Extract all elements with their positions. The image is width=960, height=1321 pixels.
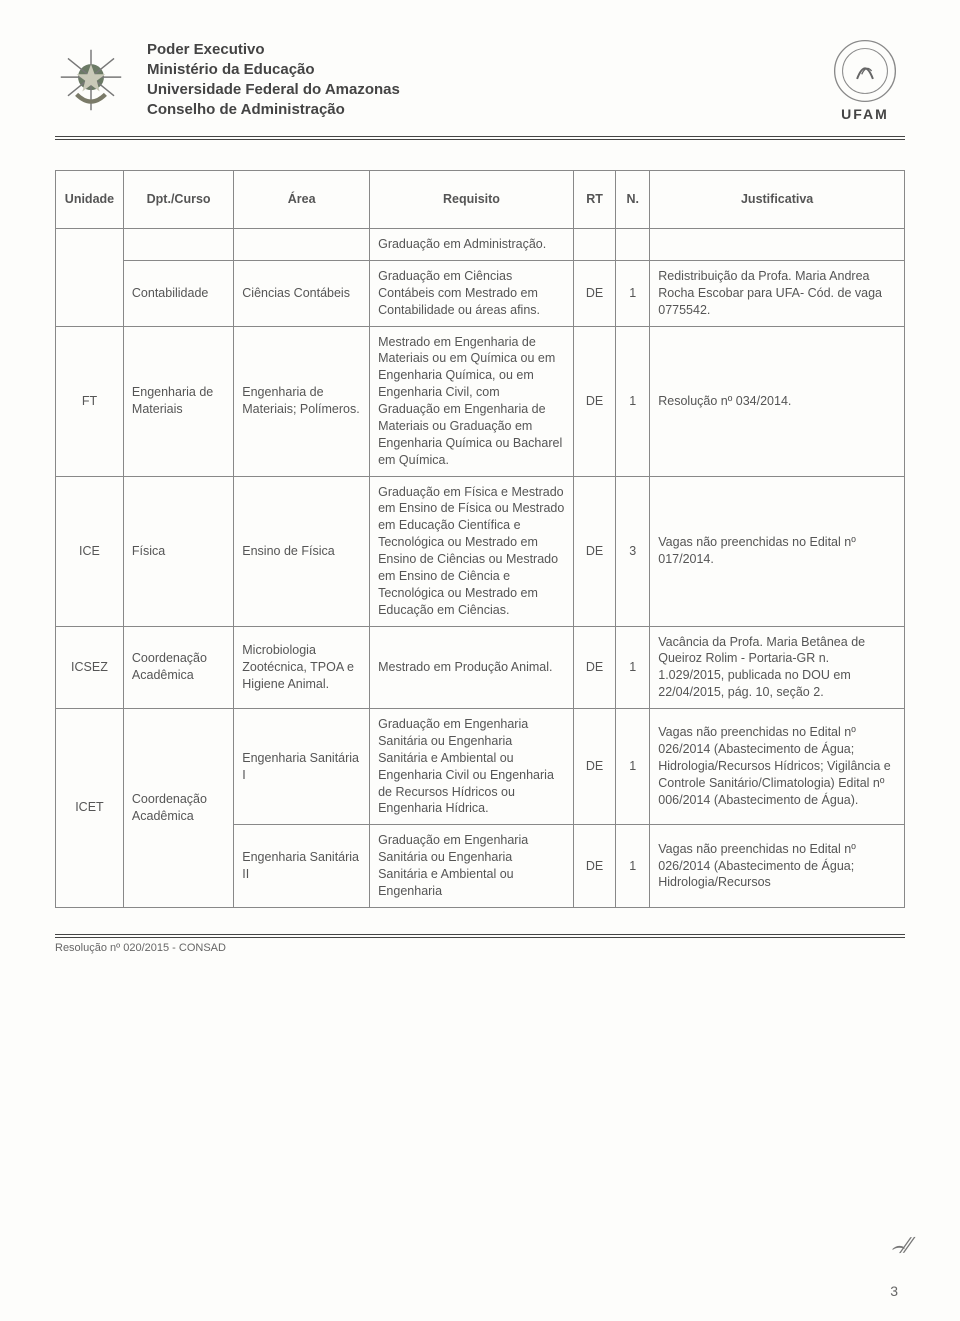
cell-rt: DE xyxy=(573,626,615,709)
ufam-logo-icon xyxy=(832,38,898,104)
table-row: FT Engenharia de Materiais Engenharia de… xyxy=(56,326,905,476)
signature-mark: ⌢⁄⁄ xyxy=(889,1232,913,1259)
cell-dpt: Engenharia de Materiais xyxy=(123,326,233,476)
col-just: Justificativa xyxy=(650,171,905,229)
cell-rt: DE xyxy=(573,326,615,476)
cell-unidade: ICSEZ xyxy=(56,626,124,709)
cell-rt: DE xyxy=(573,260,615,326)
table-row: ICET Coordenação Acadêmica Engenharia Sa… xyxy=(56,709,905,825)
cell-area: Ciências Contábeis xyxy=(234,260,370,326)
cell-req: Graduação em Engenharia Sanitária ou Eng… xyxy=(370,709,574,825)
cell-just: Vagas não preenchidas no Edital nº 026/2… xyxy=(650,709,905,825)
header-line-1: Poder Executivo xyxy=(147,40,805,60)
cell-rt: DE xyxy=(573,709,615,825)
cell-area: Engenharia de Materiais; Polímeros. xyxy=(234,326,370,476)
cell-dpt: Coordenação Acadêmica xyxy=(123,626,233,709)
cell-unidade: ICET xyxy=(56,709,124,908)
data-table: Unidade Dpt./Curso Área Requisito RT N. … xyxy=(55,170,905,908)
cell-req: Graduação em Física e Mestrado em Ensino… xyxy=(370,476,574,626)
cell-unidade: ICE xyxy=(56,476,124,626)
cell-n: 1 xyxy=(616,709,650,825)
cell-dpt: Coordenação Acadêmica xyxy=(123,709,233,908)
table-row: Contabilidade Ciências Contábeis Graduaç… xyxy=(56,260,905,326)
header-line-2: Ministério da Educação xyxy=(147,60,805,80)
cell-n xyxy=(616,229,650,261)
cell-just: Redistribuição da Profa. Maria Andrea Ro… xyxy=(650,260,905,326)
cell-n: 1 xyxy=(616,626,650,709)
header-line-3: Universidade Federal do Amazonas xyxy=(147,80,805,100)
page-header: Poder Executivo Ministério da Educação U… xyxy=(55,38,905,132)
col-req: Requisito xyxy=(370,171,574,229)
table-row: Graduação em Administração. xyxy=(56,229,905,261)
cell-just: Resolução nº 034/2014. xyxy=(650,326,905,476)
cell-req: Graduação em Administração. xyxy=(370,229,574,261)
cell-area: Microbiologia Zootécnica, TPOA e Higiene… xyxy=(234,626,370,709)
cell-just: Vagas não preenchidas no Edital nº 017/2… xyxy=(650,476,905,626)
ufam-block: UFAM xyxy=(825,38,905,122)
table-header-row: Unidade Dpt./Curso Área Requisito RT N. … xyxy=(56,171,905,229)
page-number: 3 xyxy=(890,1283,898,1299)
col-unidade: Unidade xyxy=(56,171,124,229)
cell-just: Vagas não preenchidas no Edital nº 026/2… xyxy=(650,825,905,908)
cell-n: 1 xyxy=(616,326,650,476)
table-row: ICSEZ Coordenação Acadêmica Microbiologi… xyxy=(56,626,905,709)
cell-n: 1 xyxy=(616,825,650,908)
cell-area xyxy=(234,229,370,261)
col-area: Área xyxy=(234,171,370,229)
cell-area: Engenharia Sanitária II xyxy=(234,825,370,908)
cell-rt: DE xyxy=(573,476,615,626)
cell-just xyxy=(650,229,905,261)
cell-dpt: Contabilidade xyxy=(123,260,233,326)
national-emblem-icon xyxy=(55,44,127,116)
cell-area: Ensino de Física xyxy=(234,476,370,626)
header-divider xyxy=(55,136,905,140)
cell-just: Vacância da Profa. Maria Betânea de Quei… xyxy=(650,626,905,709)
col-rt: RT xyxy=(573,171,615,229)
cell-unidade xyxy=(56,229,124,327)
header-line-4: Conselho de Administração xyxy=(147,100,805,120)
col-dpt: Dpt./Curso xyxy=(123,171,233,229)
cell-dpt: Física xyxy=(123,476,233,626)
cell-dpt xyxy=(123,229,233,261)
col-n: N. xyxy=(616,171,650,229)
cell-req: Mestrado em Produção Animal. xyxy=(370,626,574,709)
cell-unidade: FT xyxy=(56,326,124,476)
header-text: Poder Executivo Ministério da Educação U… xyxy=(147,40,805,121)
cell-req: Mestrado em Engenharia de Materiais ou e… xyxy=(370,326,574,476)
footer-reference: Resolução nº 020/2015 - CONSAD xyxy=(55,942,905,954)
cell-n: 1 xyxy=(616,260,650,326)
page: Poder Executivo Ministério da Educação U… xyxy=(0,0,960,1321)
cell-req: Graduação em Engenharia Sanitária ou Eng… xyxy=(370,825,574,908)
table-row: ICE Física Ensino de Física Graduação em… xyxy=(56,476,905,626)
cell-rt xyxy=(573,229,615,261)
cell-area: Engenharia Sanitária I xyxy=(234,709,370,825)
cell-rt: DE xyxy=(573,825,615,908)
ufam-label: UFAM xyxy=(825,106,905,122)
cell-n: 3 xyxy=(616,476,650,626)
footer-divider xyxy=(55,934,905,938)
cell-req: Graduação em Ciências Contábeis com Mest… xyxy=(370,260,574,326)
